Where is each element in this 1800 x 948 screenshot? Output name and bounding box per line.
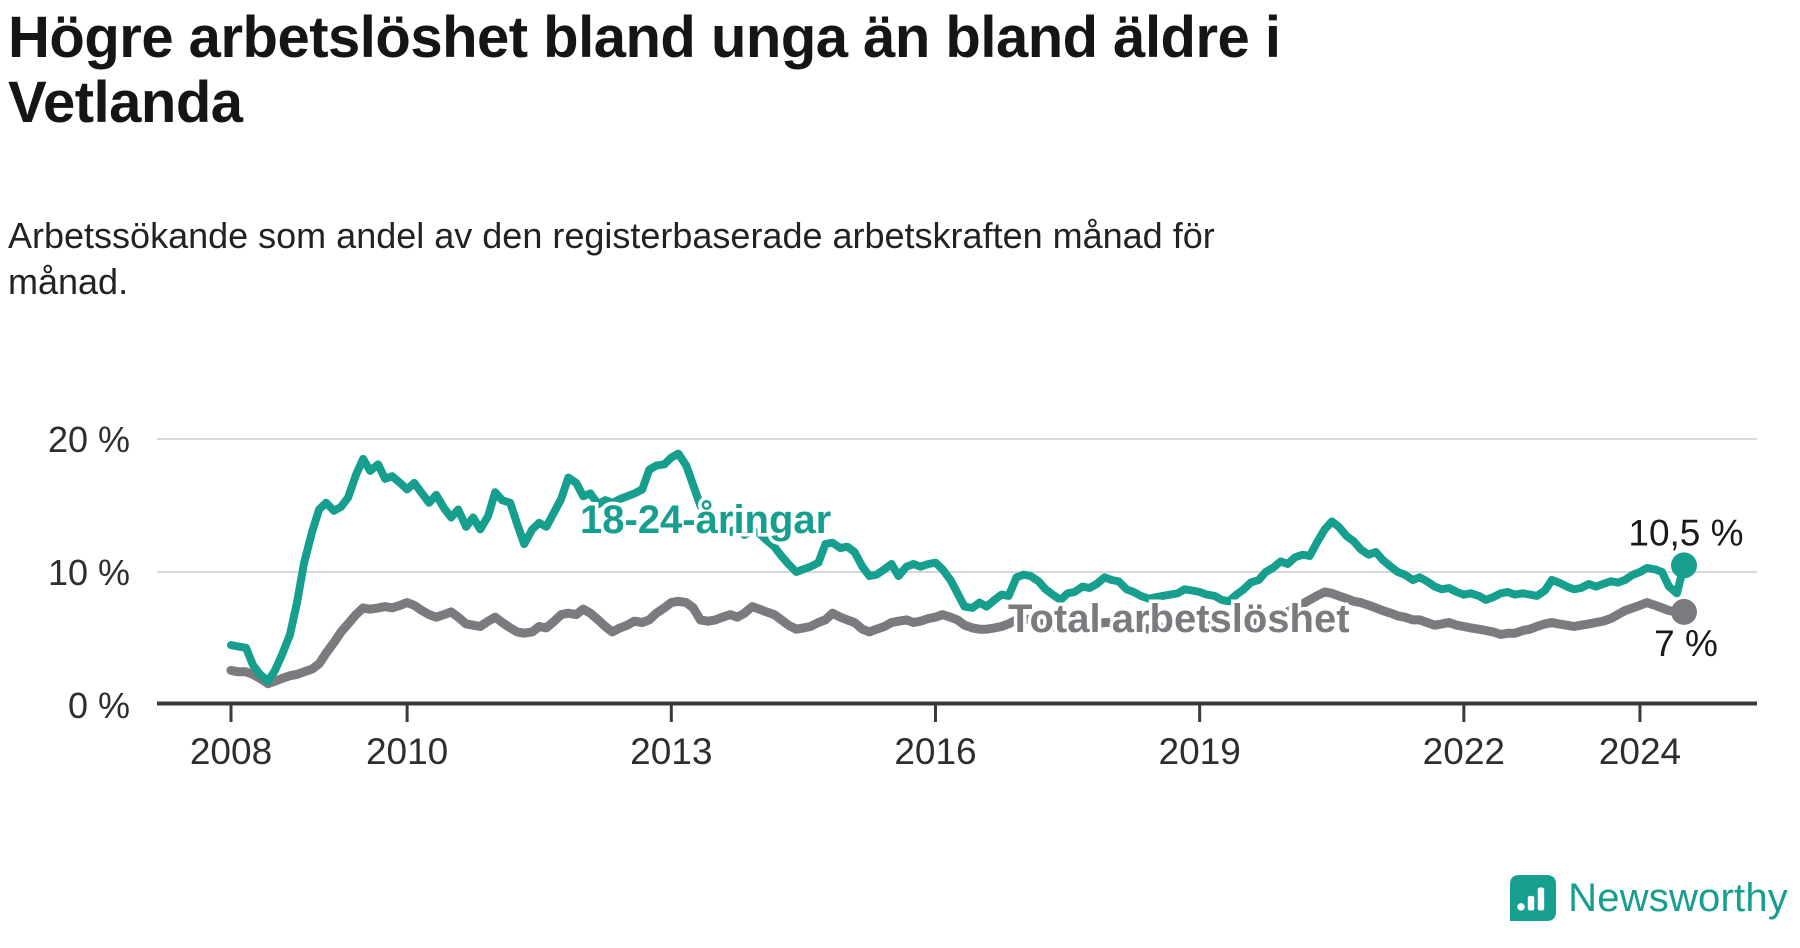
end-value-label-young: 10,5 % (1628, 512, 1743, 553)
subtitle-line-2: månad. (8, 261, 129, 303)
young-series-line (227, 449, 1688, 686)
end-dot-total (1670, 598, 1697, 625)
title-line-2: Vetlanda (8, 69, 243, 135)
y-axis-tick-label: 10 % (48, 552, 130, 593)
newsworthy-bars-icon (1510, 875, 1557, 921)
x-axis-tick-label: 2010 (366, 731, 448, 772)
series-label-total: Total arbetslöshet (1008, 597, 1350, 641)
x-axis-tick-label: 2016 (894, 731, 976, 772)
chart-subtitle: Arbetssökande som andel av den registerb… (8, 213, 1488, 305)
end-value-label-total: 7 % (1654, 623, 1718, 664)
subtitle-line-1: Arbetssökande som andel av den registerb… (8, 215, 1215, 256)
x-axis-tick-label: 2024 (1599, 731, 1681, 772)
title-line-1: Högre arbetslöshet bland unga än bland ä… (8, 5, 1281, 70)
end-dot-young (1670, 552, 1697, 579)
brand-name: Newsworthy (1568, 875, 1788, 920)
newsworthy-logo: Newsworthy (1510, 872, 1788, 924)
total-series-line (226, 587, 1689, 689)
x-axis-tick-label: 2013 (630, 731, 712, 772)
x-axis-tick-label: 2022 (1423, 731, 1505, 772)
series-label-young: 18-24-åringar (580, 498, 831, 542)
page-title: Högre arbetslöshet bland unga än bland ä… (8, 5, 1528, 136)
x-axis-tick-label: 2008 (190, 731, 272, 772)
y-axis-tick-label: 20 % (48, 419, 130, 460)
x-axis-tick-label: 2019 (1159, 731, 1241, 772)
y-axis-tick-label: 0 % (68, 685, 130, 726)
